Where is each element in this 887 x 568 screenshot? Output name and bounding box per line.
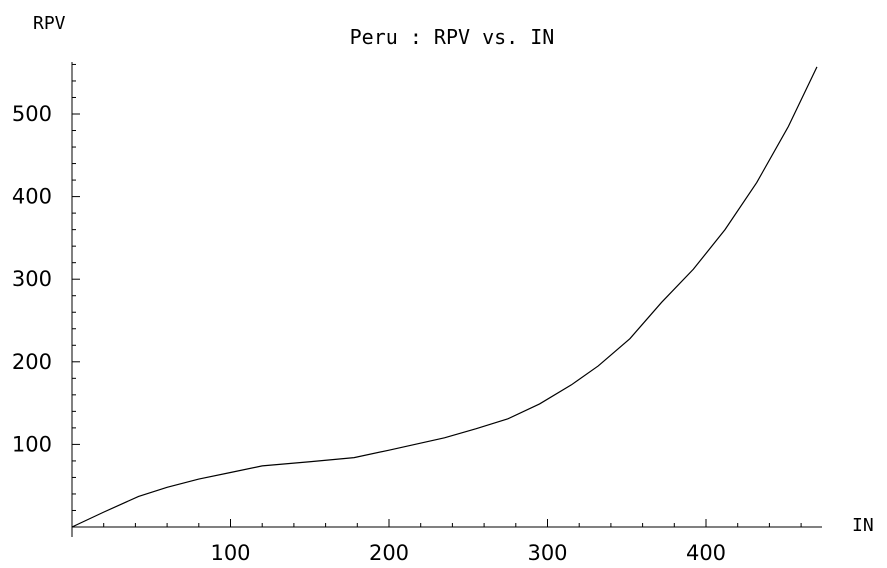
x-tick-label: 100 xyxy=(210,541,250,565)
y-tick-label: 100 xyxy=(12,432,52,456)
tick-group: 100 200 300 400 100 200 300 400 500 xyxy=(12,63,802,565)
y-tick-label: 500 xyxy=(12,102,52,126)
series-line xyxy=(71,66,818,528)
y-axis-label: RPV xyxy=(33,13,66,34)
chart-title: Peru : RPV vs. IN xyxy=(350,25,555,49)
x-axis-label: IN xyxy=(852,515,874,536)
y-tick-label: 200 xyxy=(12,350,52,374)
y-tick-label: 300 xyxy=(12,267,52,291)
y-tick-label: 400 xyxy=(12,185,52,209)
x-tick-label: 400 xyxy=(686,541,726,565)
x-tick-label: 300 xyxy=(527,541,567,565)
x-tick-label: 200 xyxy=(369,541,409,565)
